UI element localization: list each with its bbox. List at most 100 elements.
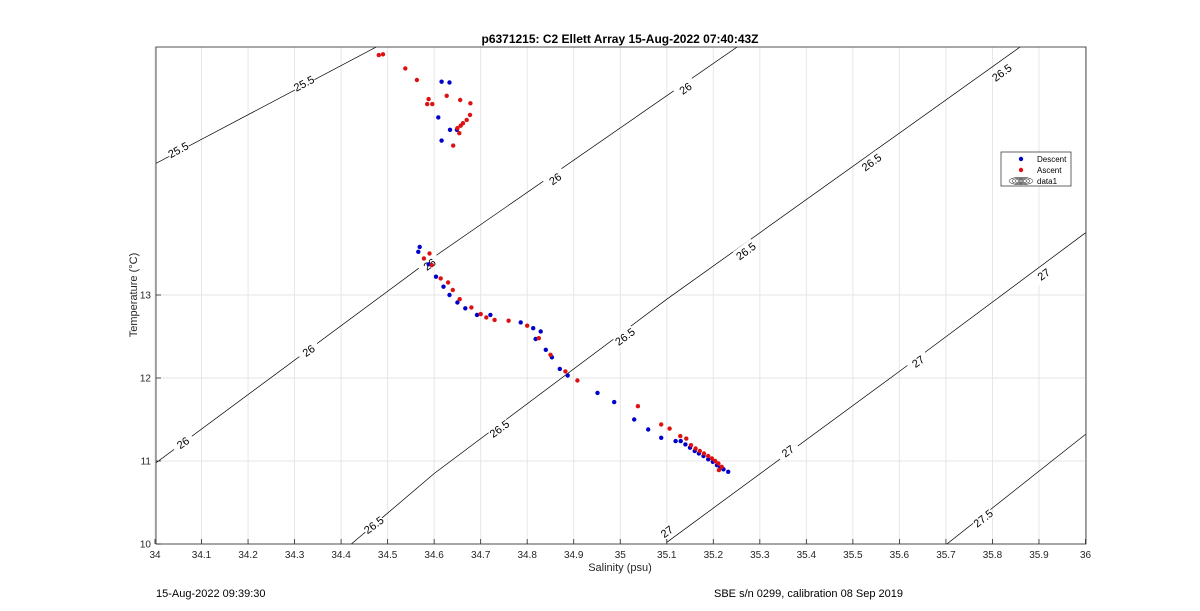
- point-descent: [673, 438, 678, 444]
- point-ascent: [716, 467, 722, 473]
- point-descent: [557, 366, 562, 372]
- point-descent: [447, 127, 453, 132]
- point-ascent: [445, 280, 451, 285]
- point-descent: [439, 138, 444, 143]
- contour-label: 26.5: [362, 515, 386, 537]
- contour-line-27: [666, 232, 1086, 543]
- point-ascent: [380, 52, 386, 57]
- contour-line-26: [156, 47, 738, 464]
- axes-box: [155, 46, 1087, 545]
- point-ascent: [425, 101, 430, 107]
- point-descent: [706, 457, 711, 462]
- x-tick-label: 36: [1080, 550, 1092, 561]
- point-descent: [518, 320, 523, 325]
- point-ascent: [709, 456, 715, 461]
- contour-label-bg: [421, 6, 447, 28]
- point-ascent: [451, 143, 456, 148]
- x-tick-label: 34.2: [238, 550, 258, 561]
- x-tick-label: 35.8: [983, 550, 1003, 561]
- contour-label: 27: [910, 354, 927, 371]
- point-ascent: [468, 101, 473, 106]
- x-tick-label: 35.5: [843, 550, 863, 561]
- point-ascent: [457, 131, 462, 136]
- contour-label: 26.5: [860, 152, 884, 174]
- contour-label-bg: [290, 72, 317, 94]
- x-tick-label: 35.6: [890, 550, 910, 561]
- point-descent: [417, 244, 422, 250]
- y-tick-label: 13: [140, 291, 152, 302]
- point-descent: [595, 390, 600, 396]
- point-descent: [632, 417, 637, 422]
- x-tick-label: 34.1: [192, 550, 212, 561]
- point-descent: [543, 347, 548, 352]
- point-descent: [683, 442, 688, 447]
- point-descent: [447, 80, 452, 85]
- contour-label-bg: [295, 338, 321, 362]
- x-tick-label: 35.1: [657, 550, 677, 561]
- point-descent: [439, 79, 444, 84]
- point-ascent: [719, 464, 724, 469]
- footer-timestamp: 15-Aug-2022 09:39:30: [156, 588, 266, 600]
- legend: Descent Ascent data1: [1000, 151, 1072, 187]
- point-descent: [436, 115, 441, 120]
- contour-label: 26.5: [613, 326, 637, 348]
- contour-label: 26.5: [734, 241, 758, 263]
- point-descent: [455, 300, 460, 305]
- x-tick-label: 34.5: [378, 550, 398, 561]
- point-ascent: [563, 369, 568, 374]
- contour-label-bg: [653, 519, 680, 543]
- point-descent: [565, 373, 570, 378]
- point-ascent: [455, 126, 460, 131]
- y-tick-label: 11: [141, 457, 152, 468]
- point-ascent: [371, 42, 375, 46]
- point-ascent: [697, 448, 702, 454]
- y-axis-label: Temperature (°C): [128, 253, 140, 337]
- x-tick-label: 35: [615, 550, 627, 561]
- point-ascent: [403, 66, 408, 71]
- contour-label-bg: [988, 60, 1015, 84]
- point-descent: [416, 249, 421, 254]
- legend-marker-descent: [1018, 156, 1024, 162]
- x-tick-label: 35.7: [936, 550, 956, 561]
- point-ascent: [426, 96, 431, 102]
- contour-label: 26: [547, 171, 564, 188]
- point-descent: [726, 469, 731, 474]
- axis-ticks: 34 34.1 34.2 34.3 34.4 34.5 34.6 34.7 34.8 34.9 35…: [140, 291, 1092, 562]
- point-ascent: [421, 256, 427, 261]
- point-ascent: [457, 297, 462, 302]
- x-axis-label: Salinity (psu): [588, 562, 652, 574]
- x-tick-label: 34.6: [424, 550, 444, 561]
- point-descent: [659, 435, 664, 440]
- point-ascent: [464, 117, 469, 123]
- x-tick-label: 35.4: [797, 550, 817, 561]
- point-ascent: [659, 422, 664, 427]
- point-ascent: [713, 458, 718, 464]
- point-descent: [612, 399, 617, 405]
- contour-label: 25.5: [422, 8, 447, 29]
- contour-line-25-5: [156, 47, 377, 164]
- point-ascent: [458, 97, 463, 103]
- contour-label-bg: [905, 349, 931, 373]
- point-ascent: [635, 404, 641, 409]
- point-descent: [441, 284, 446, 289]
- point-ascent: [706, 453, 711, 459]
- contour-label: 26: [301, 343, 318, 360]
- point-ascent: [438, 276, 443, 281]
- x-tick-label: 34: [149, 550, 161, 561]
- point-ascent: [678, 433, 683, 439]
- contour-label: 27: [780, 443, 797, 460]
- point-descent: [447, 292, 452, 298]
- point-ascent: [693, 446, 698, 451]
- legend-box: [1000, 151, 1072, 187]
- contour-label-bg: [774, 438, 801, 463]
- x-tick-label: 34.9: [564, 550, 584, 561]
- contour-label: 27: [1036, 267, 1053, 284]
- point-ascent: [575, 378, 580, 383]
- point-ascent: [450, 287, 455, 293]
- contour-label-bg: [732, 238, 759, 263]
- contour-label-bg: [360, 512, 387, 537]
- contour-label-bg: [611, 324, 638, 348]
- point-ascent: [427, 251, 432, 256]
- point-ascent: [467, 112, 473, 118]
